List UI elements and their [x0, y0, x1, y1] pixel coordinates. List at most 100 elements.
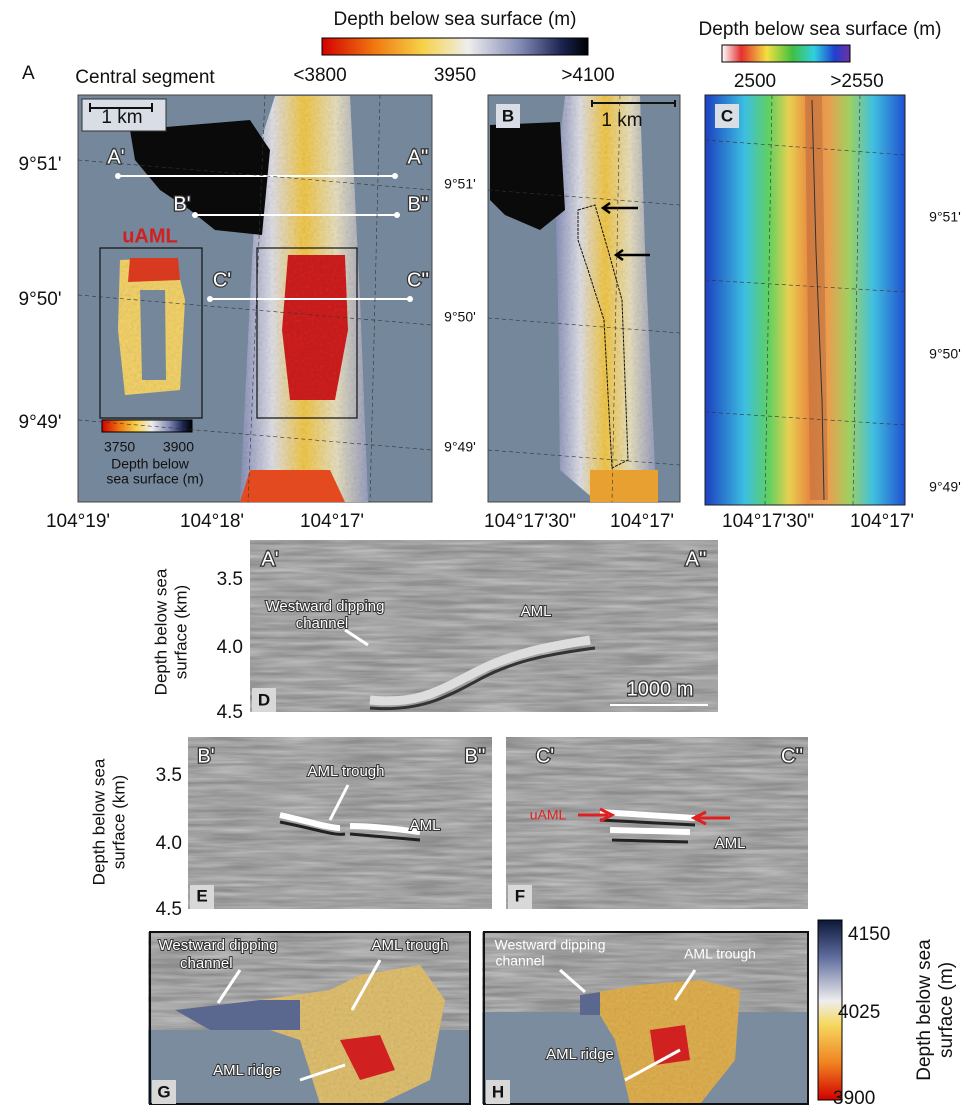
tick-label: 3.5 — [156, 765, 182, 786]
shape — [279, 812, 421, 835]
lat-label: 9°50' — [929, 346, 961, 362]
colorbar-title: Depth below — [111, 456, 190, 472]
panel-title: Central segment — [75, 67, 215, 88]
shape — [483, 931, 809, 1105]
panel-letter: G — [157, 1082, 170, 1101]
shape — [279, 820, 421, 842]
annotation: uAML — [530, 807, 567, 823]
shape — [89, 103, 153, 112]
shape — [624, 1048, 681, 1082]
colorbar — [321, 37, 589, 56]
annotation: AML ridge — [546, 1046, 614, 1063]
shape — [149, 931, 471, 1105]
annotation: channel — [180, 955, 233, 972]
shape — [599, 809, 696, 835]
shape — [115, 173, 121, 179]
shape — [256, 247, 358, 419]
panel-letter: C — [721, 106, 733, 125]
tick-label: 3.5 — [217, 569, 243, 590]
lon-label: 104°19' — [46, 511, 110, 532]
colorbar-label: 2500 — [734, 71, 776, 92]
shape — [490, 122, 565, 230]
annotation: Westward dipping — [266, 598, 385, 615]
map-c — [704, 94, 906, 506]
colorbar-label: 3900 — [833, 1088, 875, 1109]
shape — [77, 294, 433, 326]
shape — [207, 296, 213, 302]
axis-title: Depth below sea — [151, 568, 170, 695]
shape — [118, 175, 410, 300]
shape — [152, 1080, 176, 1104]
shape — [600, 201, 650, 262]
panel-letter: E — [196, 886, 207, 905]
shape — [704, 94, 906, 506]
map-b — [487, 94, 681, 503]
shape — [77, 159, 433, 191]
profile-label: A' — [107, 146, 124, 168]
annotation: Westward dipping — [159, 937, 278, 954]
lat-label: 9°51' — [19, 154, 62, 175]
profile-label: B'' — [408, 193, 429, 215]
shape — [369, 94, 381, 503]
shape — [394, 212, 400, 218]
scale-label: 1000 m — [627, 678, 694, 700]
shape — [392, 173, 398, 179]
profile-label: C'' — [781, 745, 803, 767]
shape — [247, 94, 266, 503]
shape — [369, 646, 596, 711]
shape — [282, 255, 348, 400]
shape — [77, 419, 433, 451]
shape — [130, 120, 270, 235]
shape — [704, 139, 906, 156]
axis-title: Depth below sea — [89, 758, 108, 885]
colorbar-label: 4025 — [838, 1002, 880, 1023]
shape — [577, 204, 629, 469]
tick-label: 4.5 — [156, 899, 182, 920]
shape — [591, 100, 676, 107]
lat-label: 9°51' — [929, 209, 961, 225]
seismic-f — [506, 737, 808, 909]
colorbar-label: 3900 — [163, 439, 194, 455]
shape — [486, 1080, 510, 1104]
panel-letter: F — [515, 886, 525, 905]
annotation: AML trough — [372, 937, 449, 954]
shape — [192, 212, 198, 218]
shape — [580, 992, 600, 1015]
colorbar-title: Depth below sea — [914, 939, 935, 1081]
shape — [369, 635, 591, 706]
seismic-e — [188, 737, 492, 909]
shape — [673, 969, 697, 1001]
tick-label: 4.5 — [217, 702, 243, 723]
colorbar-label: 4150 — [848, 924, 890, 945]
lat-label: 9°51' — [444, 176, 476, 192]
shape — [299, 1063, 346, 1082]
shape — [128, 258, 180, 282]
lon-label: 104°18' — [180, 511, 244, 532]
shape — [578, 807, 730, 826]
shape — [715, 104, 739, 128]
lat-label: 9°50' — [444, 309, 476, 325]
shape — [496, 104, 520, 128]
shape — [811, 99, 825, 501]
shape — [175, 1000, 300, 1030]
annotation: AML trough — [308, 763, 385, 780]
colorbar-label: >2550 — [830, 71, 883, 92]
shape — [252, 688, 276, 712]
axis-title: surface (km) — [109, 775, 128, 869]
colorbar-title: Depth below sea surface (m) — [699, 19, 942, 40]
shape — [188, 737, 492, 909]
annotation: channel — [296, 615, 349, 632]
profile-label: C' — [536, 745, 554, 767]
annotation: AML trough — [684, 946, 756, 962]
colorbar-label: 3750 — [104, 439, 135, 455]
shape — [190, 885, 214, 909]
panel-letter: D — [258, 690, 270, 709]
shape — [340, 1035, 395, 1080]
lat-label: 9°49' — [19, 412, 62, 433]
tick-label: 4.0 — [217, 637, 243, 658]
annotation: AML ridge — [213, 1062, 281, 1079]
lon-label: 104°17' — [850, 511, 914, 532]
graticule — [77, 94, 906, 506]
profile-label: A'' — [408, 146, 429, 168]
